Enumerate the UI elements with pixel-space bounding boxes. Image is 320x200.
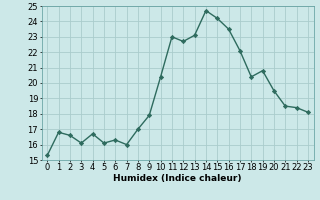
X-axis label: Humidex (Indice chaleur): Humidex (Indice chaleur): [113, 174, 242, 183]
